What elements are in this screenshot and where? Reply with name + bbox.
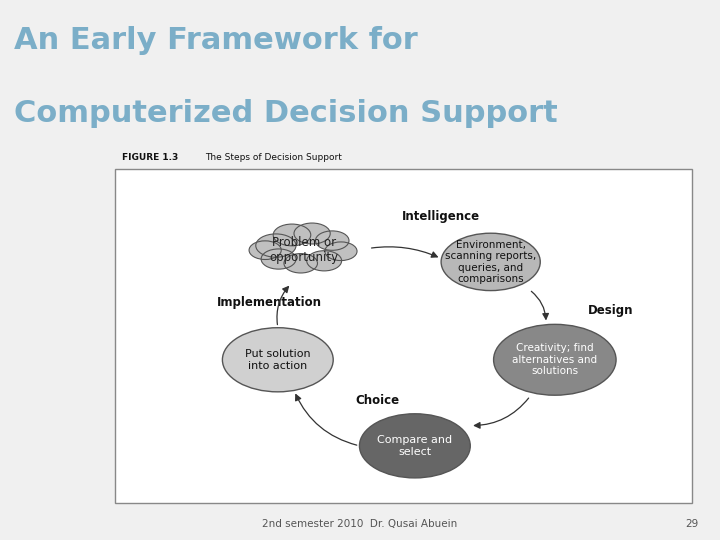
Text: Computerized Decision Support: Computerized Decision Support [14,99,558,128]
Circle shape [441,233,540,291]
Text: Environment,
scanning reports,
queries, and
comparisons: Environment, scanning reports, queries, … [445,240,536,284]
Text: The Steps of Decision Support: The Steps of Decision Support [205,153,342,162]
Circle shape [273,224,311,246]
Circle shape [294,223,330,244]
Circle shape [256,234,296,257]
FancyBboxPatch shape [114,169,692,503]
Circle shape [261,249,296,269]
Circle shape [494,325,616,395]
Text: Intelligence: Intelligence [402,210,480,223]
Text: FIGURE 1.3: FIGURE 1.3 [122,153,179,162]
Circle shape [325,242,357,261]
FancyArrowPatch shape [474,398,528,428]
Text: Compare and
select: Compare and select [377,435,452,457]
Circle shape [359,414,470,478]
Text: Implementation: Implementation [217,296,322,309]
FancyArrowPatch shape [277,287,289,325]
Text: Problem or
opportunity: Problem or opportunity [269,236,338,264]
FancyArrowPatch shape [531,291,549,319]
Text: Put solution
into action: Put solution into action [245,349,310,370]
Text: Choice: Choice [355,394,399,407]
Text: Design: Design [588,305,633,318]
Text: Creativity; find
alternatives and
solutions: Creativity; find alternatives and soluti… [512,343,598,376]
Circle shape [284,254,318,273]
Circle shape [222,328,333,392]
Circle shape [307,251,341,271]
FancyArrowPatch shape [296,395,357,445]
FancyArrowPatch shape [372,247,437,257]
Text: 29: 29 [685,519,698,529]
Text: An Early Framework for: An Early Framework for [14,26,418,55]
Circle shape [315,231,349,251]
Text: 2nd semester 2010  Dr. Qusai Abuein: 2nd semester 2010 Dr. Qusai Abuein [262,519,458,529]
Circle shape [249,241,282,260]
